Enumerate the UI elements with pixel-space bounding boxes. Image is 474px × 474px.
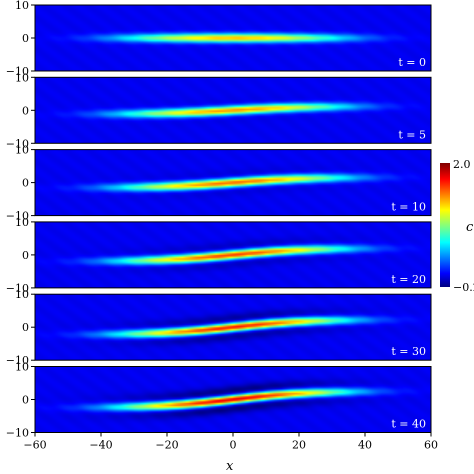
time-label: t = 10 (391, 201, 426, 214)
y-tick-label: 0 (22, 32, 29, 45)
x-tick-label: 60 (424, 439, 438, 452)
y-tick-label: −10 (6, 354, 29, 367)
colorbar-min-label: −0.25 (453, 281, 474, 294)
x-tick-label: −40 (89, 439, 112, 452)
time-label: t = 20 (391, 273, 426, 286)
colorbar-title: c (466, 220, 474, 235)
y-tick-label: 0 (22, 249, 29, 262)
colorbar: 2.0 −0.25 c (440, 158, 474, 294)
x-tick-label: 20 (292, 439, 306, 452)
panel: 10 0 −10 t = 20 (6, 216, 432, 295)
x-tick-label: −20 (155, 439, 178, 452)
time-label: t = 40 (391, 418, 426, 431)
y-tick-label: 0 (22, 177, 29, 190)
y-tick-label: −10 (6, 427, 29, 440)
y-tick-label: −10 (6, 210, 29, 223)
y-tick-label: 10 (15, 288, 29, 301)
x-axis: −60 −40 −20 0 20 40 60 (23, 432, 438, 452)
y-tick-label: 10 (15, 71, 29, 84)
heatmap-image (35, 77, 431, 144)
y-tick-label: 10 (15, 144, 29, 157)
heatmap-image (35, 221, 431, 288)
colorbar-max-label: 2.0 (453, 158, 471, 171)
x-tick-label: −60 (23, 439, 46, 452)
y-tick-label: 10 (15, 216, 29, 229)
time-label: t = 0 (398, 56, 426, 69)
y-tick-label: −10 (6, 282, 29, 295)
heatmap-panels: 10 0 −10 t = 0 10 0 −10 t = 5 10 0 −10 t = 10 10 0 −10… (6, 0, 432, 440)
panel: 10 0 −10 t = 0 (6, 0, 432, 78)
heatmap-image (35, 366, 431, 433)
y-tick-label: 10 (15, 0, 29, 12)
time-label: t = 5 (398, 128, 426, 141)
y-tick-label: 0 (22, 321, 29, 334)
heatmap-image (35, 149, 431, 216)
y-tick-label: 0 (22, 104, 29, 117)
y-tick-label: −10 (6, 65, 29, 78)
panel: 10 0 −10 t = 40 (6, 361, 432, 440)
y-tick-label: 10 (15, 361, 29, 374)
colorbar-bar (440, 163, 450, 287)
heatmap-image (35, 5, 431, 71)
y-tick-label: −10 (6, 137, 29, 150)
x-tick-label: 40 (358, 439, 372, 452)
panel: 10 0 −10 t = 30 (6, 288, 432, 367)
panel: 10 0 −10 t = 5 (6, 71, 432, 150)
y-tick-label: 0 (22, 394, 29, 407)
x-tick-label: 0 (230, 439, 237, 452)
panel: 10 0 −10 t = 10 (6, 144, 432, 223)
time-label: t = 30 (391, 345, 426, 358)
x-axis-title: x (226, 459, 234, 474)
heatmap-image (35, 294, 431, 361)
